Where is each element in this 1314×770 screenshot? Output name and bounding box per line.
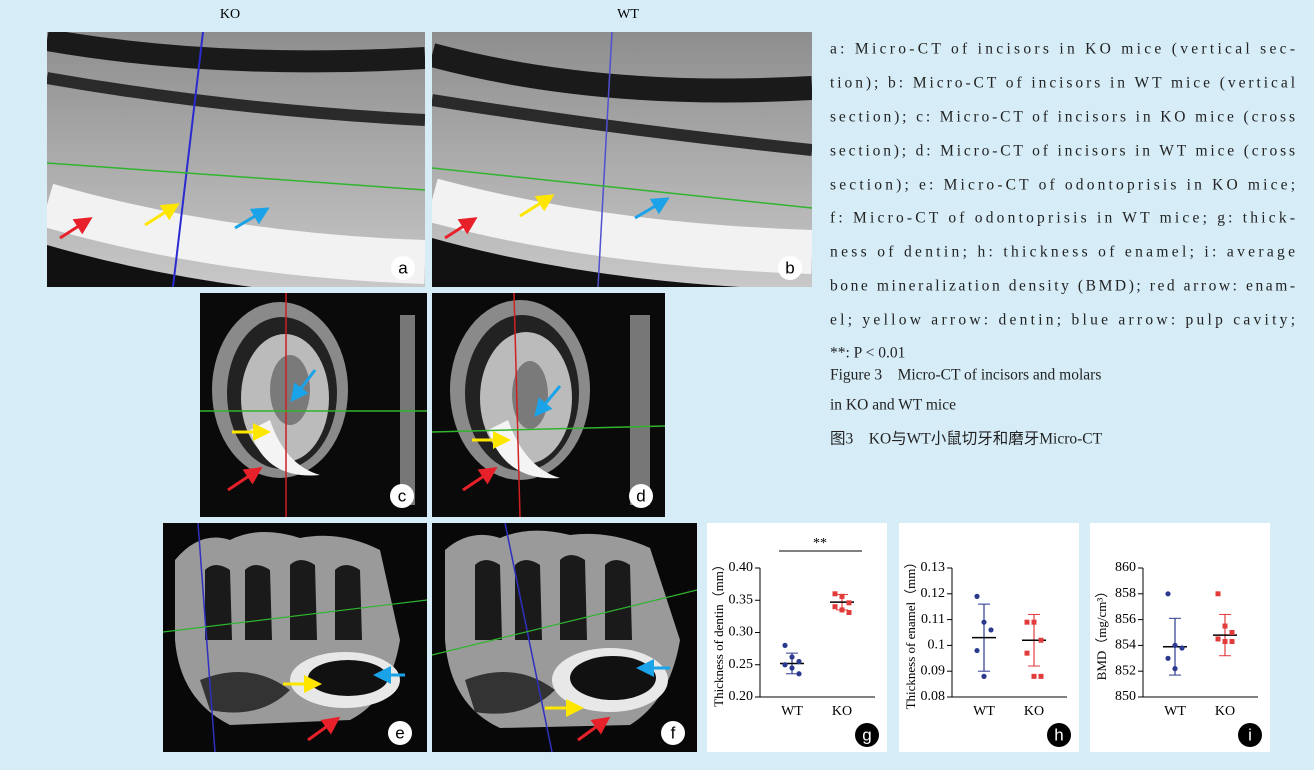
y-tick-label: 856 (1115, 612, 1136, 627)
data-point (1172, 666, 1177, 671)
caption-line: section); c: Micro-CT of incisors in KO … (830, 109, 1295, 126)
data-point (1179, 645, 1184, 650)
data-point (1230, 639, 1235, 644)
panel-label: f (671, 723, 676, 742)
data-point (840, 607, 845, 612)
y-tick-label: 850 (1115, 689, 1136, 704)
caption-line: a: Micro-CT of incisors in KO mice (vert… (830, 41, 1295, 58)
caption-line: section); d: Micro-CT of incisors in WT … (830, 143, 1295, 160)
data-point (1223, 639, 1228, 644)
data-point (1039, 674, 1044, 679)
ct-image-d (432, 293, 665, 517)
ct-image-e (163, 523, 427, 752)
data-point (981, 674, 986, 679)
data-point (981, 620, 986, 625)
panel-label: h (1054, 725, 1063, 744)
y-tick-label: 852 (1115, 663, 1136, 678)
data-point (1165, 591, 1170, 596)
caption-line: ness of dentin; h: thickness of enamel; … (830, 244, 1295, 261)
data-point (1032, 620, 1037, 625)
data-point (1223, 624, 1228, 629)
x-tick-label: WT (1164, 704, 1186, 719)
caption-line: f: Micro-CT of odontoprisis in WT mice; … (830, 210, 1295, 227)
data-point (1025, 620, 1030, 625)
data-point (1032, 674, 1037, 679)
panel-label: i (1248, 725, 1252, 744)
data-point (782, 662, 787, 667)
data-point (847, 610, 852, 615)
x-tick-label: KO (1024, 704, 1044, 719)
y-tick-label: 0.13 (921, 560, 946, 575)
data-point (789, 654, 794, 659)
y-axis-label: Thickness of dentin（mm） (711, 558, 726, 707)
data-point (847, 600, 852, 605)
x-tick-label: WT (781, 704, 803, 719)
data-point (974, 594, 979, 599)
y-tick-label: 0.11 (921, 612, 945, 627)
data-point (1216, 636, 1221, 641)
header-wt: WT (617, 7, 639, 22)
header-ko: KO (220, 7, 240, 22)
data-point (833, 604, 838, 609)
x-tick-label: WT (973, 704, 995, 719)
data-point (796, 671, 801, 676)
panel-label: a (398, 258, 408, 277)
caption-line: **: P < 0.01 (830, 345, 905, 362)
panel-label: e (395, 723, 404, 742)
caption-line: el; yellow arrow: dentin; blue arrow: pu… (830, 312, 1295, 329)
caption-line: bone mineralization density (BMD); red a… (830, 278, 1295, 295)
caption: a: Micro-CT of incisors in KO mice (vert… (830, 41, 1295, 362)
y-tick-label: 0.08 (921, 689, 946, 704)
figure-title: in KO and WT mice (830, 397, 956, 414)
y-tick-label: 0.1 (928, 638, 946, 653)
figure: KO WT (0, 0, 1314, 770)
y-tick-label: 0.12 (921, 586, 946, 601)
ct-image-b (432, 32, 812, 290)
y-axis-label: BMD（mg/cm³） (1094, 585, 1109, 681)
y-tick-label: 858 (1115, 586, 1136, 601)
panel-label: b (785, 258, 794, 277)
caption-line: section); e: Micro-CT of odontoprisis in… (830, 177, 1295, 194)
x-tick-label: KO (1215, 704, 1235, 719)
data-point (1165, 656, 1170, 661)
data-point (1025, 651, 1030, 656)
y-tick-label: 0.35 (729, 592, 754, 607)
ct-image-c (200, 293, 427, 517)
data-point (782, 643, 787, 648)
data-point (833, 591, 838, 596)
y-tick-label: 854 (1115, 638, 1136, 653)
ct-image-f (432, 523, 697, 752)
ct-image-a (47, 32, 425, 300)
data-point (1230, 630, 1235, 635)
data-point (1216, 591, 1221, 596)
figure-title: Figure 3 Micro-CT of incisors and molars (830, 367, 1101, 384)
panel-label: d (636, 486, 645, 505)
figure-title-cn: 图3 KO与WT小鼠切牙和磨牙Micro-CT (830, 430, 1103, 448)
y-tick-label: 0.25 (729, 657, 754, 672)
y-tick-label: 0.40 (729, 560, 754, 575)
data-point (796, 659, 801, 664)
panel-label: c (398, 486, 407, 505)
data-point (988, 627, 993, 632)
y-axis-label: Thickness of enamel（mm） (903, 556, 918, 710)
x-tick-label: KO (832, 704, 852, 719)
caption-line: tion); b: Micro-CT of incisors in WT mic… (830, 75, 1295, 92)
data-point (974, 648, 979, 653)
y-tick-label: 860 (1115, 560, 1136, 575)
data-point (789, 665, 794, 670)
significance-label: ** (813, 536, 827, 551)
data-point (840, 594, 845, 599)
panel-label: g (862, 725, 871, 744)
data-point (1172, 643, 1177, 648)
y-tick-label: 0.20 (729, 689, 754, 704)
data-point (1039, 638, 1044, 643)
y-tick-label: 0.30 (729, 625, 754, 640)
y-tick-label: 0.09 (921, 663, 946, 678)
